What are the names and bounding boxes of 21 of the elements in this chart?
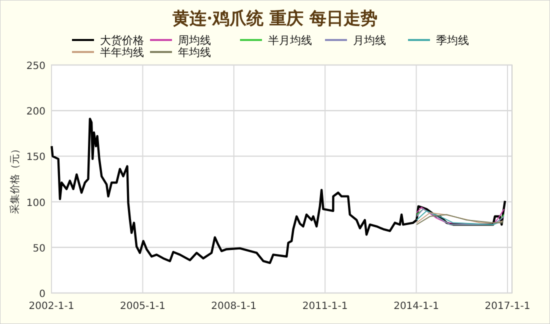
y-tick-label: 100 xyxy=(26,198,46,209)
x-tick-label: 2002-1-1 xyxy=(28,301,74,312)
legend-label: 月均线 xyxy=(353,34,386,47)
x-tick-label: 2014-1-1 xyxy=(394,301,439,312)
legend-label: 年均线 xyxy=(178,46,211,59)
y-tick-label: 50 xyxy=(32,243,46,254)
x-tick-label: 2017-1-1 xyxy=(484,301,530,312)
x-tick-label: 2008-1-1 xyxy=(211,301,257,312)
legend-label: 周均线 xyxy=(178,34,211,47)
y-tick-label: 200 xyxy=(26,106,46,118)
legend-label: 季均线 xyxy=(436,34,469,47)
y-tick-label: 150 xyxy=(26,152,46,164)
y-axis-title: 采集价格（元） xyxy=(9,144,21,214)
legend-label: 半年均线 xyxy=(100,46,144,59)
x-tick-label: 2011-1-1 xyxy=(302,301,348,312)
chart-title: 黄连·鸡爪统 重庆 每日走势 xyxy=(172,9,378,29)
x-tick-label: 2005-1-1 xyxy=(120,301,166,312)
y-tick-label: 0 xyxy=(39,289,46,300)
y-tick-label: 250 xyxy=(26,61,46,72)
legend-label: 半月均线 xyxy=(268,34,312,47)
legend-label: 大货价格 xyxy=(100,34,144,47)
